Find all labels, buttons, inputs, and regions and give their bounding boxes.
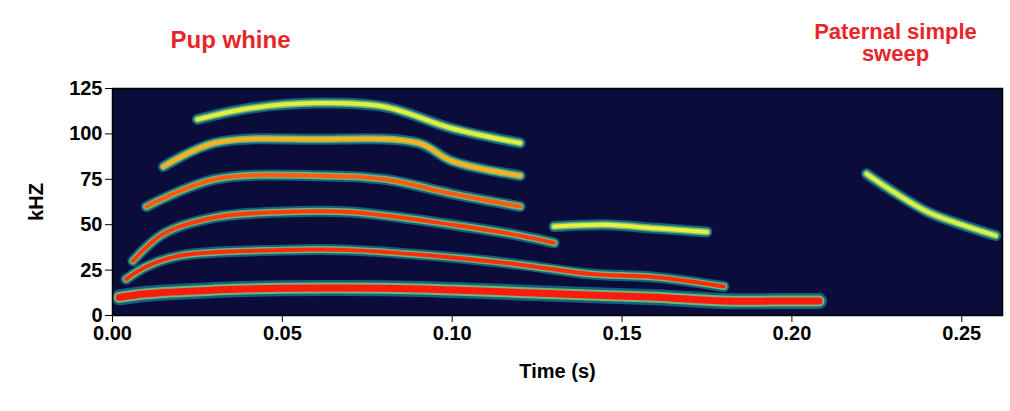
svg-text:0.00: 0.00 bbox=[93, 322, 132, 344]
svg-text:0.05: 0.05 bbox=[263, 322, 302, 344]
svg-text:Time (s): Time (s) bbox=[519, 360, 595, 382]
svg-text:Pup whine: Pup whine bbox=[171, 26, 291, 53]
svg-text:Paternal simplesweep: Paternal simplesweep bbox=[814, 19, 977, 66]
svg-text:125: 125 bbox=[69, 77, 102, 99]
svg-text:0.25: 0.25 bbox=[942, 322, 981, 344]
svg-text:kHZ: kHZ bbox=[25, 183, 47, 221]
svg-text:0.15: 0.15 bbox=[603, 322, 642, 344]
svg-text:75: 75 bbox=[80, 168, 102, 190]
svg-text:0.10: 0.10 bbox=[433, 322, 472, 344]
svg-text:100: 100 bbox=[69, 122, 102, 144]
svg-text:0.20: 0.20 bbox=[772, 322, 811, 344]
svg-text:50: 50 bbox=[80, 213, 102, 235]
svg-text:0: 0 bbox=[91, 303, 103, 326]
svg-text:25: 25 bbox=[80, 259, 102, 281]
